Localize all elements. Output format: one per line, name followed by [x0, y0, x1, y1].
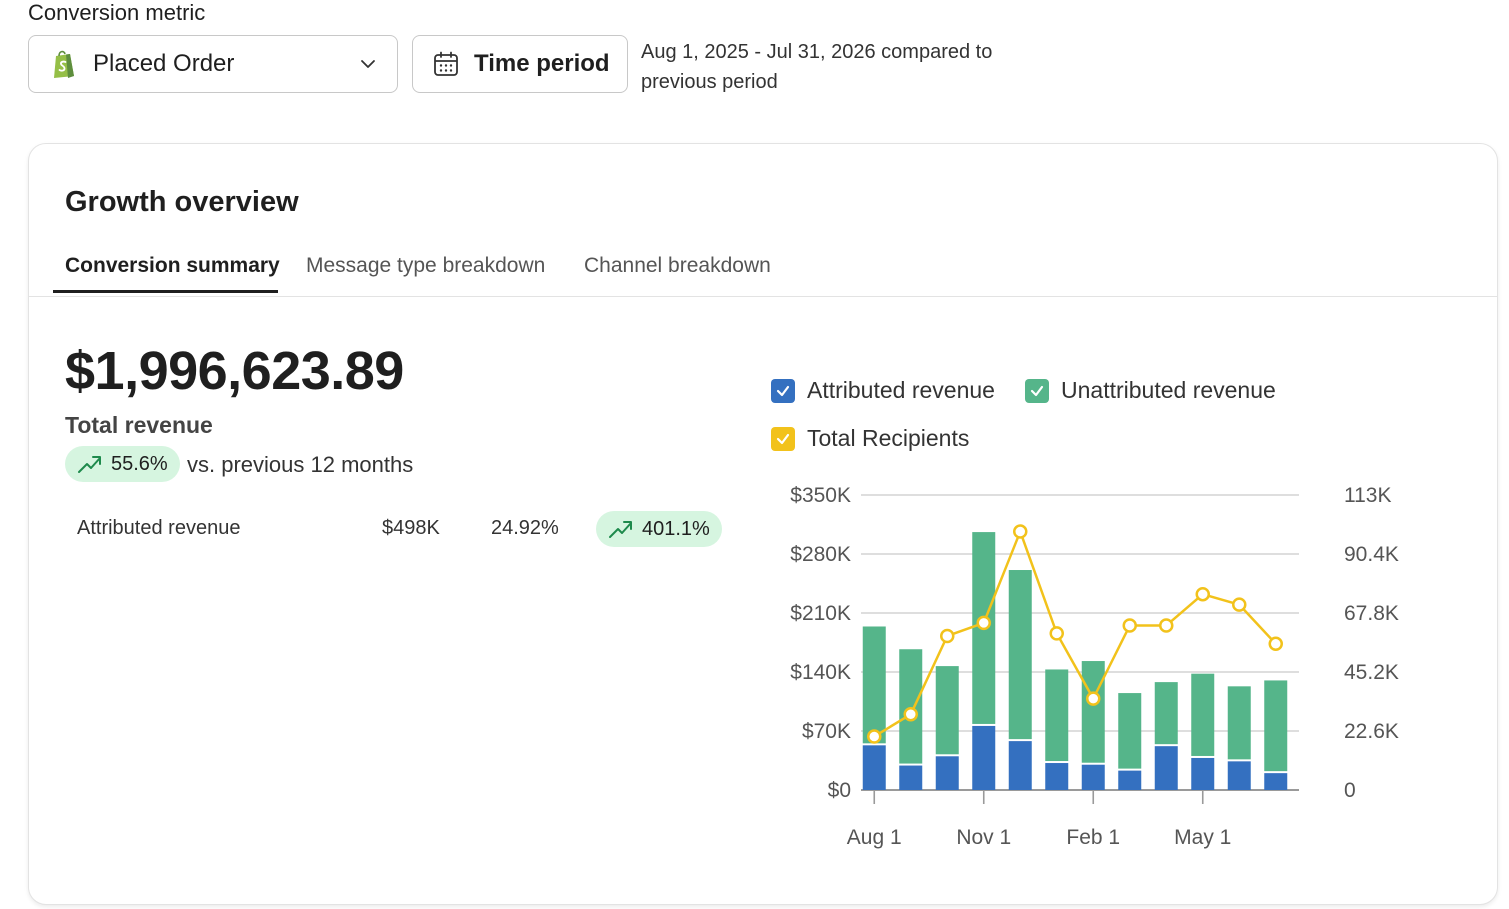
- trend-up-icon: [609, 521, 632, 538]
- bar-unattributed: [1191, 673, 1215, 756]
- legend-unattributed-revenue[interactable]: Unattributed revenue: [1025, 377, 1276, 404]
- legend-total-recipients[interactable]: Total Recipients: [771, 425, 969, 452]
- point-total-recipients: [1122, 618, 1137, 633]
- total-revenue-value: $1,996,623.89: [65, 341, 404, 401]
- y-right-tick-label: 45.2K: [1344, 661, 1399, 684]
- bar-unattributed: [862, 626, 886, 744]
- chevron-down-icon: [361, 60, 375, 68]
- point-total-recipients: [976, 615, 991, 631]
- point-total-recipients: [940, 628, 955, 644]
- x-tick-label: May 1: [1174, 826, 1231, 849]
- revenue-chart: $0 0 $70K 22.6K $140K 45.2K $210K 67.8K $280K 90.…: [790, 484, 1399, 849]
- attributed-revenue-amount: $498K: [382, 517, 440, 539]
- bar-attributed: [1008, 741, 1032, 790]
- legend-label: Unattributed revenue: [1061, 377, 1276, 403]
- bar-attributed: [862, 745, 886, 790]
- total-change-badge: 55.6%: [65, 446, 180, 482]
- legend-attributed-revenue[interactable]: Attributed revenue: [771, 377, 995, 404]
- tab-channel-breakdown[interactable]: Channel breakdown: [584, 254, 771, 277]
- y-left-tick-label: $0: [828, 779, 851, 802]
- checkbox-checked-icon: [771, 426, 795, 451]
- y-left-tick-label: $210K: [790, 602, 851, 625]
- x-tick-label: Nov 1: [956, 826, 1011, 849]
- point-total-recipients: [1195, 586, 1210, 602]
- bar-attributed: [1264, 773, 1288, 790]
- point-total-recipients: [1049, 626, 1064, 641]
- bar-attributed: [1227, 761, 1251, 790]
- time-period-button[interactable]: Time period: [412, 35, 628, 93]
- bar-attributed: [935, 756, 959, 790]
- tab-conversion-summary[interactable]: Conversion summary: [65, 254, 280, 277]
- conversion-metric-label: Conversion metric: [28, 0, 206, 25]
- bar-attributed: [1081, 764, 1105, 790]
- total-revenue-label: Total revenue: [65, 412, 213, 438]
- bar-unattributed: [1081, 661, 1105, 763]
- growth-overview-card: Growth overview Conversion summary Messa…: [28, 143, 1498, 905]
- y-left-tick-label: $350K: [790, 484, 851, 507]
- y-left-tick-label: $140K: [790, 661, 851, 684]
- selected-metric-value: Placed Order: [93, 50, 235, 77]
- checkbox-checked-icon: [1025, 378, 1049, 403]
- y-right-tick-label: 0: [1344, 779, 1356, 802]
- attributed-change-value: 401.1%: [642, 517, 710, 540]
- y-right-tick-label: 113K: [1344, 484, 1392, 507]
- y-right-tick-label: 67.8K: [1344, 602, 1399, 625]
- legend-label: Total Recipients: [807, 425, 970, 451]
- attributed-revenue-label: Attributed revenue: [77, 517, 241, 539]
- y-left-tick-label: $280K: [790, 543, 851, 566]
- point-total-recipients: [1159, 618, 1174, 633]
- conversion-metric-select[interactable]: Placed Order: [28, 35, 398, 93]
- point-total-recipients: [1013, 524, 1028, 539]
- bar-unattributed: [1227, 686, 1251, 760]
- bar-attributed: [1045, 763, 1069, 790]
- comparison-text: vs. previous 12 months: [187, 452, 414, 477]
- bar-attributed: [1118, 770, 1142, 790]
- x-tick-label: Aug 1: [847, 826, 902, 849]
- calendar-icon: [434, 51, 458, 76]
- shopify-icon: [54, 50, 74, 78]
- y-left-tick-label: $70K: [802, 720, 851, 743]
- bar-attributed: [1154, 746, 1178, 790]
- point-total-recipients: [903, 707, 918, 722]
- x-tick-label: Feb 1: [1066, 826, 1120, 849]
- bar-unattributed: [935, 666, 959, 755]
- trend-up-icon: [78, 456, 101, 473]
- point-total-recipients: [1268, 636, 1283, 652]
- point-total-recipients: [867, 729, 882, 744]
- bar-attributed: [899, 765, 923, 790]
- bar-unattributed: [1045, 669, 1069, 762]
- bar-unattributed: [899, 649, 923, 764]
- attributed-change-badge: 401.1%: [596, 511, 722, 547]
- line-total-recipients: [873, 530, 1277, 738]
- attributed-revenue-percent: 24.92%: [491, 517, 559, 539]
- bar-unattributed: [1118, 693, 1142, 769]
- bar-attributed: [1191, 757, 1215, 790]
- bar-attributed: [972, 725, 996, 790]
- date-range-text: Aug 1, 2025 - Jul 31, 2026 compared to p…: [641, 41, 993, 93]
- time-period-label: Time period: [474, 50, 610, 77]
- active-tab-indicator: [53, 290, 278, 293]
- card-title: Growth overview: [65, 186, 299, 218]
- bar-unattributed: [1154, 682, 1178, 745]
- tab-message-type-breakdown[interactable]: Message type breakdown: [306, 254, 546, 277]
- bar-unattributed: [1008, 570, 1032, 740]
- tab-bar: Conversion summary Message type breakdow…: [29, 244, 1497, 297]
- legend-label: Attributed revenue: [807, 377, 995, 403]
- point-total-recipients: [1232, 597, 1247, 612]
- checkbox-checked-icon: [771, 378, 795, 403]
- y-right-tick-label: 90.4K: [1344, 543, 1399, 566]
- y-right-tick-label: 22.6K: [1344, 720, 1399, 743]
- total-change-value: 55.6%: [111, 452, 168, 475]
- bar-unattributed: [1264, 680, 1288, 772]
- point-total-recipients: [1086, 691, 1101, 706]
